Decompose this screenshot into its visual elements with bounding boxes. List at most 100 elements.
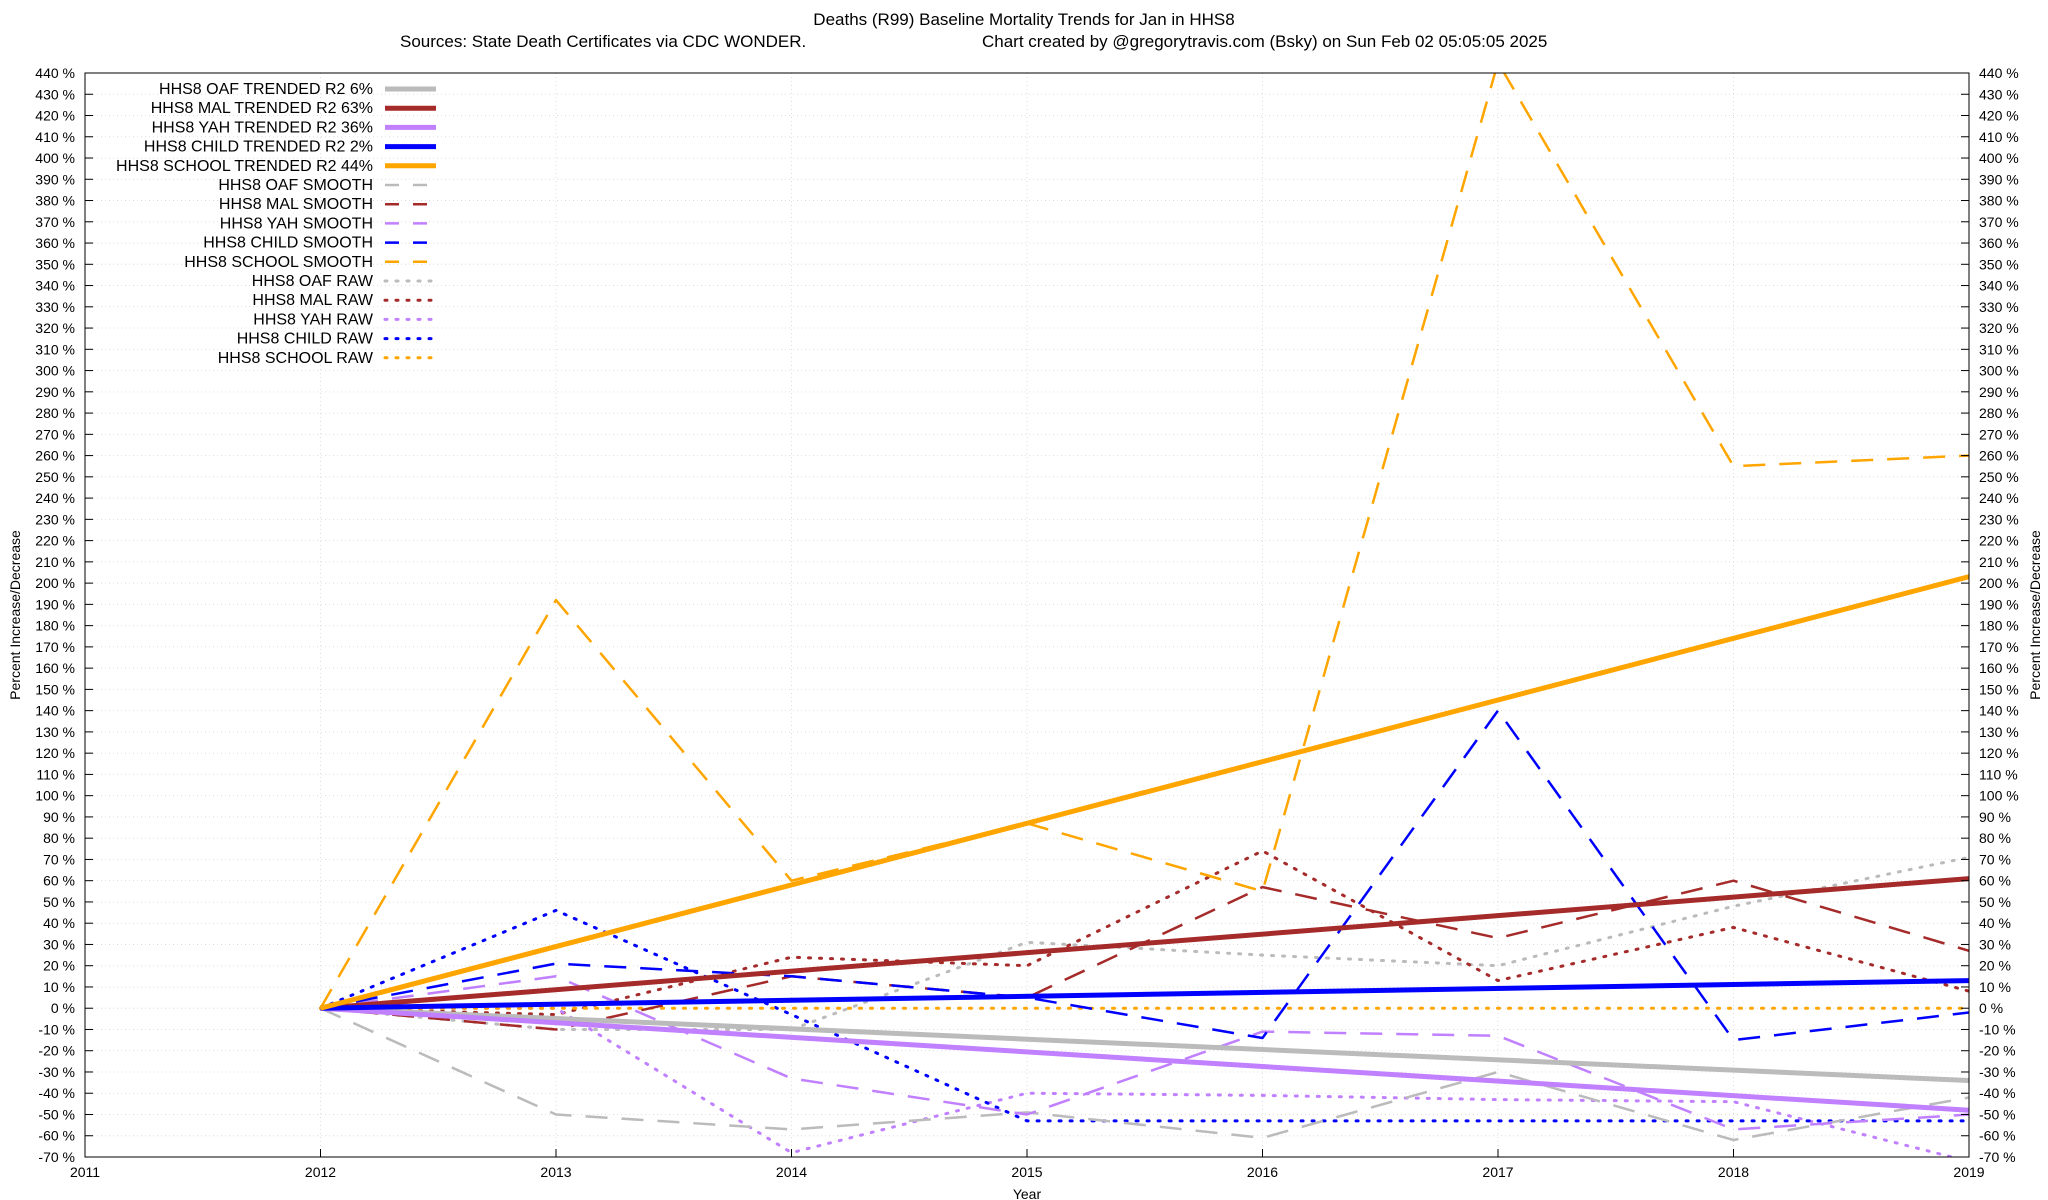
series-line-8	[320, 709, 1969, 1042]
y-tick-label-right: 360 %	[1979, 235, 2019, 251]
y-tick-label-right: 30 %	[1979, 936, 2011, 952]
y-tick-label-left: 190 %	[35, 596, 75, 612]
legend-label-4: HHS8 SCHOOL TRENDED R2 44%	[116, 158, 373, 175]
y-tick-label-left: -20 %	[38, 1043, 75, 1059]
chart-title-line2-right: Chart created by @gregorytravis.com (Bsk…	[982, 32, 1547, 51]
y-tick-label-right: -10 %	[1979, 1021, 2016, 1037]
y-tick-label-left: 430 %	[35, 86, 75, 102]
y-tick-label-left: 40 %	[43, 915, 75, 931]
y-tick-label-left: 0 %	[51, 1000, 75, 1016]
series-line-4	[319, 574, 1969, 1011]
x-tick-label: 2016	[1247, 1164, 1278, 1180]
y-tick-label-left: 370 %	[35, 214, 75, 230]
y-tick-label-left: -60 %	[38, 1128, 75, 1144]
y-tick-label-right: 70 %	[1979, 851, 2011, 867]
y-tick-label-left: 360 %	[35, 235, 75, 251]
y-tick-label-left: 220 %	[35, 533, 75, 549]
legend-label-6: HHS8 MAL SMOOTH	[219, 196, 373, 213]
axis-ticks: -70 % -70 % -60 % -60 % -50 % -50 % -40 % -40 %…	[35, 65, 2018, 1180]
series-line-9	[319, 73, 1969, 1009]
y-tick-label-left: 10 %	[43, 979, 75, 995]
y-tick-label-left: 350 %	[35, 256, 75, 272]
y-tick-label-right: 140 %	[1979, 703, 2019, 719]
y-tick-label-right: 270 %	[1979, 426, 2019, 442]
legend-label-14: HHS8 SCHOOL RAW	[218, 350, 374, 367]
legend-label-7: HHS8 YAH SMOOTH	[220, 215, 373, 232]
y-tick-label-right: -20 %	[1979, 1043, 2016, 1059]
y-tick-label-left: 330 %	[35, 299, 75, 315]
y-tick-label-left: 260 %	[35, 448, 75, 464]
x-tick-label: 2015	[1011, 1164, 1042, 1180]
series-line-0	[320, 1005, 1969, 1083]
y-tick-label-right: 310 %	[1979, 341, 2019, 357]
y-tick-label-left: 120 %	[35, 745, 75, 761]
chart-title-line2-left: Sources: State Death Certificates via CD…	[400, 32, 806, 51]
series-line-5	[319, 1007, 1969, 1142]
y-tick-label-right: 250 %	[1979, 469, 2019, 485]
y-tick-label-right: 110 %	[1979, 766, 2018, 782]
legend-label-8: HHS8 CHILD SMOOTH	[203, 235, 373, 252]
y-tick-label-left: -70 %	[38, 1149, 75, 1165]
y-tick-label-right: 40 %	[1979, 915, 2011, 931]
y-tick-label-right: 0 %	[1979, 1000, 2003, 1016]
y-tick-label-left: 150 %	[35, 681, 75, 697]
y-tick-label-right: 390 %	[1979, 171, 2019, 187]
y-tick-label-left: 230 %	[35, 511, 75, 527]
y-axis-label-left: Percent Increase/Decrease	[7, 530, 23, 700]
legend: HHS8 OAF TRENDED R2 6% HHS8 MAL TRENDED R…	[116, 81, 438, 367]
legend-label-12: HHS8 YAH RAW	[253, 311, 374, 328]
series-lines	[319, 73, 1969, 1157]
series-line-1	[320, 876, 1969, 1011]
y-tick-label-left: 80 %	[43, 830, 75, 846]
x-axis-label: Year	[1013, 1186, 1042, 1200]
x-tick-label: 2011	[70, 1164, 100, 1180]
y-tick-label-right: 380 %	[1979, 193, 2019, 209]
y-tick-label-left: 410 %	[35, 129, 75, 145]
y-tick-label-right: 10 %	[1979, 979, 2011, 995]
y-tick-label-left: -50 %	[38, 1106, 75, 1122]
y-tick-label-left: 60 %	[43, 873, 75, 889]
series-line-3	[320, 978, 1969, 1011]
y-tick-label-right: 220 %	[1979, 533, 2019, 549]
y-tick-label-left: 100 %	[35, 788, 75, 804]
y-tick-label-right: 170 %	[1979, 639, 2019, 655]
y-tick-label-right: 430 %	[1979, 86, 2019, 102]
y-tick-label-left: 310 %	[35, 341, 75, 357]
y-tick-label-left: 420 %	[35, 108, 75, 124]
y-tick-label-left: 320 %	[35, 320, 75, 336]
y-tick-label-left: 50 %	[43, 894, 75, 910]
y-tick-label-right: 100 %	[1979, 788, 2019, 804]
y-tick-label-left: 140 %	[35, 703, 75, 719]
y-tick-label-right: 320 %	[1979, 320, 2019, 336]
y-tick-label-left: 180 %	[35, 618, 75, 634]
y-tick-label-left: 340 %	[35, 278, 75, 294]
legend-label-13: HHS8 CHILD RAW	[237, 331, 374, 348]
y-tick-label-left: -40 %	[38, 1085, 75, 1101]
series-line-13	[319, 908, 1969, 1123]
y-tick-label-right: 130 %	[1979, 724, 2019, 740]
y-tick-label-left: 400 %	[35, 150, 75, 166]
y-tick-label-right: 290 %	[1979, 384, 2019, 400]
legend-label-11: HHS8 MAL RAW	[252, 292, 374, 309]
y-tick-label-left: 70 %	[43, 851, 75, 867]
x-tick-label: 2018	[1718, 1164, 1749, 1180]
chart-title-line1: Deaths (R99) Baseline Mortality Trends f…	[813, 10, 1234, 29]
y-tick-label-left: 20 %	[43, 958, 75, 974]
y-tick-label-left: 30 %	[43, 936, 75, 952]
y-tick-label-right: 420 %	[1979, 108, 2019, 124]
y-tick-label-left: 300 %	[35, 363, 75, 379]
y-tick-label-right: 210 %	[1979, 554, 2019, 570]
y-tick-label-right: 280 %	[1979, 405, 2019, 421]
x-tick-label: 2019	[1953, 1164, 1984, 1180]
y-tick-label-left: 250 %	[35, 469, 75, 485]
legend-label-9: HHS8 SCHOOL SMOOTH	[184, 254, 373, 271]
y-tick-label-left: 270 %	[35, 426, 75, 442]
x-tick-label: 2012	[305, 1164, 336, 1180]
y-tick-label-right: 350 %	[1979, 256, 2019, 272]
y-tick-label-right: 240 %	[1979, 490, 2019, 506]
y-tick-label-right: 160 %	[1979, 660, 2019, 676]
y-tick-label-right: 230 %	[1979, 511, 2019, 527]
y-tick-label-right: -60 %	[1979, 1128, 2016, 1144]
y-tick-label-left: 290 %	[35, 384, 75, 400]
